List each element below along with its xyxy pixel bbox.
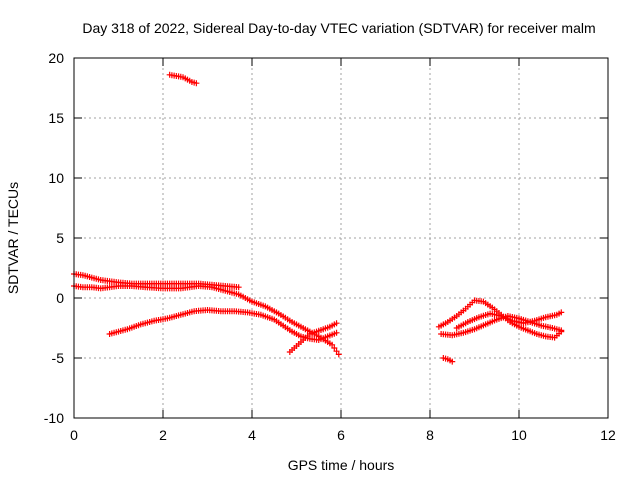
grid-lines [74,58,608,418]
data-point [333,320,340,327]
x-tick-label: 12 [600,427,616,443]
axis-ticks [73,57,609,419]
y-tick-label: 5 [56,230,64,246]
x-tick-labels: 0 2 4 6 8 10 12 [70,427,616,443]
data-point [235,284,242,291]
series-arc-f [453,309,565,331]
y-tick-label: 15 [48,110,64,126]
y-tick-label: -10 [44,410,64,426]
data-point [335,351,342,358]
y-tick-label: 10 [48,170,64,186]
x-tick-label: 10 [511,427,527,443]
series-arc-g [440,355,456,365]
data-point [558,309,565,316]
x-tick-label: 8 [426,427,434,443]
x-axis-label: GPS time / hours [288,457,395,473]
data-point [329,341,336,348]
data-point [193,80,200,87]
x-tick-label: 0 [70,427,78,443]
chart-title: Day 318 of 2022, Sidereal Day-to-day VTE… [82,20,595,36]
y-tick-label: 20 [48,50,64,66]
data-point [558,327,565,334]
data-point [333,348,340,355]
data-points [71,71,565,365]
y-tick-label: -5 [52,350,65,366]
data-point [449,358,456,365]
series-arc-top [166,71,200,87]
x-tick-label: 4 [248,427,256,443]
x-tick-label: 2 [159,427,167,443]
y-tick-labels: -10 -5 0 5 10 15 20 [44,50,64,426]
y-tick-label: 0 [56,290,64,306]
series-arc-a-lower [71,283,342,358]
data-point [333,329,340,336]
series-arc-c [286,320,340,355]
data-point [331,345,338,351]
y-axis-label: SDTVAR / TECUs [5,182,21,294]
x-tick-label: 6 [337,427,345,443]
